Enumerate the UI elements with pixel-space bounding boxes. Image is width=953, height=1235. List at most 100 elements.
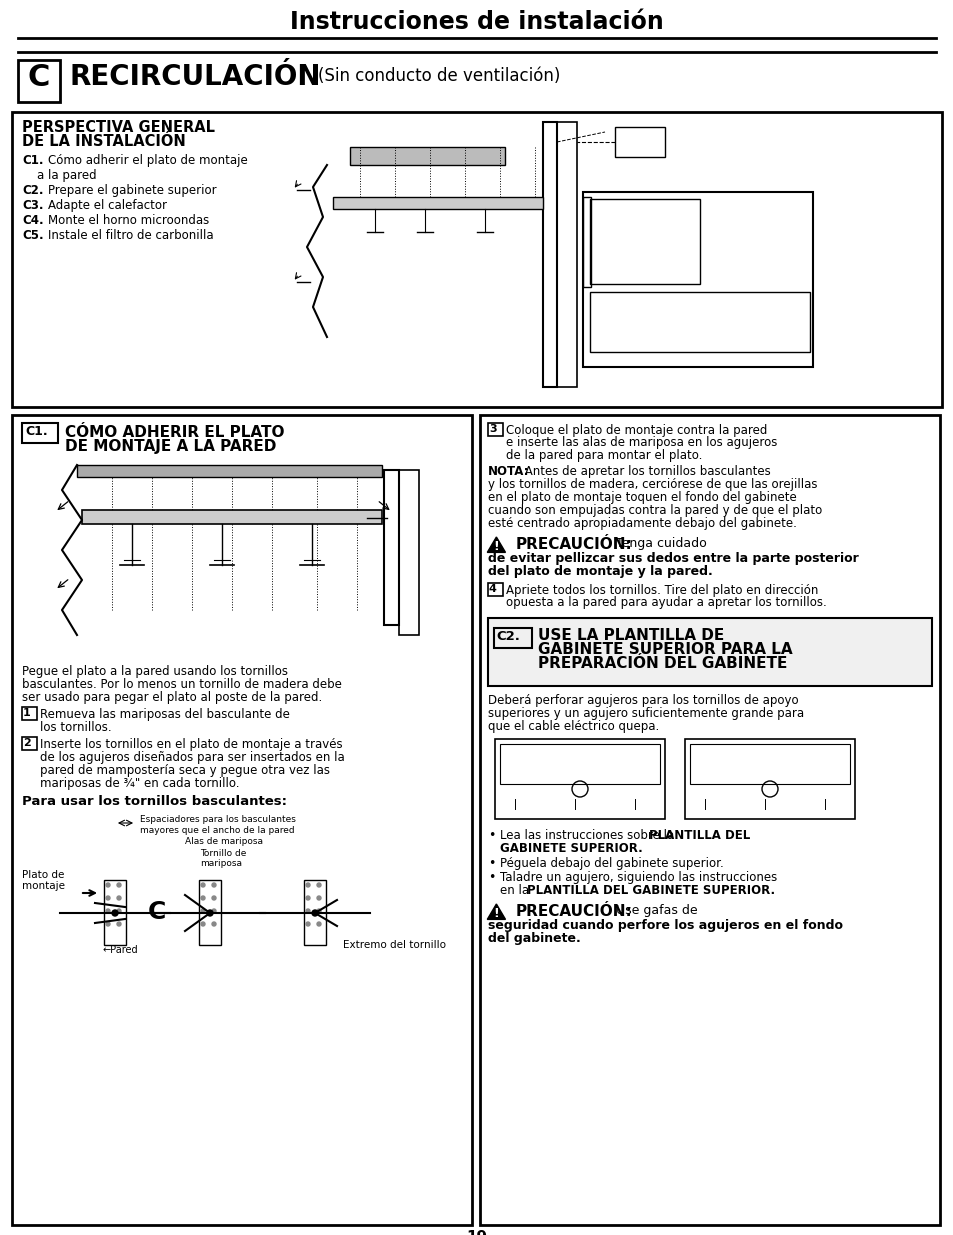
Text: Pegue el plato a la pared usando los tornillos: Pegue el plato a la pared usando los tor… [22,664,288,678]
Bar [557,122,577,387]
Bar [589,291,809,352]
Bar [488,424,502,436]
Text: DE LA INSTALACIÓN: DE LA INSTALACIÓN [22,135,186,149]
Circle shape [112,910,118,916]
Bar [22,706,37,720]
Text: del plato de montaje y la pared.: del plato de montaje y la pared. [488,564,712,578]
Bar [494,629,532,648]
Text: Apriete todos los tornillos. Tire del plato en dirección: Apriete todos los tornillos. Tire del pl… [505,584,818,597]
Text: CÓMO ADHERIR EL PLATO: CÓMO ADHERIR EL PLATO [65,425,284,440]
Bar [77,466,381,477]
Circle shape [316,883,320,887]
Text: C: C [28,63,51,91]
Text: de los agujeros diseñados para ser insertados en la: de los agujeros diseñados para ser inser… [40,751,344,764]
Text: Prepare el gabinete superior: Prepare el gabinete superior [48,184,216,198]
Text: seguridad cuando perfore los agujeros en el fondo: seguridad cuando perfore los agujeros en… [488,919,842,932]
Text: Instale el filtro de carbonilla: Instale el filtro de carbonilla [48,228,213,242]
Text: 1: 1 [23,708,30,718]
Text: !: ! [493,540,498,552]
Text: e inserte las alas de mariposa en los agujeros: e inserte las alas de mariposa en los ag… [505,436,777,450]
Text: •: • [488,857,495,869]
Text: Remueva las mariposas del basculante de: Remueva las mariposas del basculante de [40,708,290,721]
Circle shape [201,883,205,887]
Text: Péguela debajo del gabinete superior.: Péguela debajo del gabinete superior. [499,857,723,869]
Text: opuesta a la pared para ayudar a apretar los tornillos.: opuesta a la pared para ayudar a apretar… [505,597,826,609]
Bar [488,583,502,597]
Text: (Sin conducto de ventilación): (Sin conducto de ventilación) [317,67,559,85]
Text: Instrucciones de instalación: Instrucciones de instalación [290,10,663,35]
Circle shape [201,909,205,913]
Polygon shape [487,904,505,919]
Text: Lea las instrucciones sobre la: Lea las instrucciones sobre la [499,829,678,842]
Bar [499,743,659,784]
Text: 19: 19 [466,1230,487,1235]
Text: ser usado para pegar el plato al poste de la pared.: ser usado para pegar el plato al poste d… [22,692,322,704]
Text: mariposas de ¾" en cada tornillo.: mariposas de ¾" en cada tornillo. [40,777,239,790]
Text: en el plato de montaje toquen el fondo del gabinete: en el plato de montaje toquen el fondo d… [488,492,796,504]
Text: Plato de: Plato de [22,869,64,881]
Text: a la pared: a la pared [22,169,96,182]
Bar [304,881,326,945]
Bar [615,127,664,157]
Text: C1.: C1. [22,154,44,167]
Text: PRECAUCIÓN:: PRECAUCIÓN: [516,904,632,919]
Text: PREPARACIÓN DEL GABINETE: PREPARACIÓN DEL GABINETE [537,656,786,671]
Text: 4: 4 [489,584,497,594]
Text: mayores que el ancho de la pared: mayores que el ancho de la pared [140,826,294,835]
Bar [22,737,37,750]
Circle shape [207,910,213,916]
Text: montaje: montaje [22,881,65,890]
Text: USE LA PLANTILLA DE: USE LA PLANTILLA DE [537,629,723,643]
Circle shape [312,910,317,916]
Bar [384,471,398,625]
Bar [582,198,590,287]
Bar [12,415,472,1225]
Circle shape [212,923,215,926]
Circle shape [117,909,121,913]
Text: C2.: C2. [22,184,44,198]
Text: NOTA:: NOTA: [488,466,529,478]
Bar [684,739,854,819]
Text: Monte el horno microondas: Monte el horno microondas [48,214,209,227]
Text: Antes de apretar los tornillos basculantes: Antes de apretar los tornillos basculant… [520,466,770,478]
Text: Coloque el plato de montaje contra la pared: Coloque el plato de montaje contra la pa… [505,424,766,437]
Bar [495,739,664,819]
Bar [589,199,700,284]
Circle shape [106,909,110,913]
Text: que el cable eléctrico quepa.: que el cable eléctrico quepa. [488,720,659,734]
Text: Taladre un agujero, siguiendo las instrucciones: Taladre un agujero, siguiendo las instru… [499,871,777,884]
Text: de la pared para montar el plato.: de la pared para montar el plato. [505,450,701,462]
Bar [18,61,60,103]
Circle shape [201,923,205,926]
Text: RECIRCULACIÓN: RECIRCULACIÓN [70,63,321,91]
Text: Adapte el calefactor: Adapte el calefactor [48,199,167,212]
Text: GABINETE SUPERIOR PARA LA: GABINETE SUPERIOR PARA LA [537,642,792,657]
Bar [479,415,939,1225]
Text: de evitar pellizcar sus dedos entre la parte posterior: de evitar pellizcar sus dedos entre la p… [488,552,858,564]
Circle shape [117,883,121,887]
Text: Inserte los tornillos en el plato de montaje a través: Inserte los tornillos en el plato de mon… [40,739,342,751]
Text: PRECAUCIÓN:: PRECAUCIÓN: [516,537,632,552]
Text: PERSPECTIVA GENERAL: PERSPECTIVA GENERAL [22,120,214,135]
Text: mariposa: mariposa [200,860,242,868]
Text: 2: 2 [23,739,30,748]
Circle shape [106,923,110,926]
Text: Tornillo de: Tornillo de [200,848,246,858]
Text: los tornillos.: los tornillos. [40,721,112,734]
Bar [350,147,504,165]
Text: Alas de mariposa: Alas de mariposa [185,837,263,846]
Text: en la: en la [499,884,533,897]
Text: C4.: C4. [22,214,44,227]
Text: esté centrado apropiadamente debajo del gabinete.: esté centrado apropiadamente debajo del … [488,517,796,530]
Bar [199,881,221,945]
Text: Para usar los tornillos basculantes:: Para usar los tornillos basculantes: [22,795,287,808]
Circle shape [212,883,215,887]
Circle shape [201,897,205,900]
Text: DE MONTAJE A LA PARED: DE MONTAJE A LA PARED [65,438,276,454]
Text: superiores y un agujero suficientemente grande para: superiores y un agujero suficientemente … [488,706,803,720]
Text: •: • [488,871,495,884]
Bar [542,122,557,387]
Text: cuando son empujadas contra la pared y de que el plato: cuando son empujadas contra la pared y d… [488,504,821,517]
Text: basculantes. Por lo menos un tornillo de madera debe: basculantes. Por lo menos un tornillo de… [22,678,341,692]
Circle shape [212,897,215,900]
